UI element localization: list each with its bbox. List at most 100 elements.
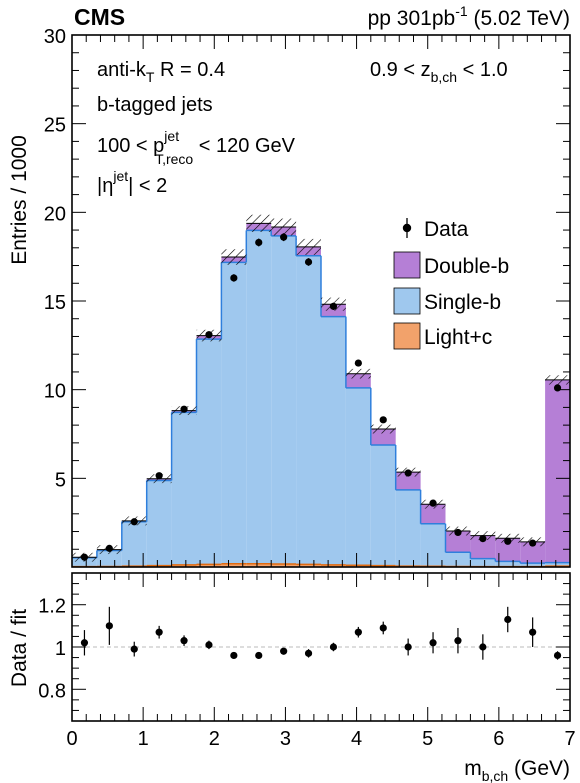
stack-layer [72, 222, 570, 568]
bar-double-b-19 [545, 379, 570, 563]
x-tick-label-2: 2 [209, 728, 220, 750]
bar-single-b-18 [520, 563, 546, 567]
bar-single-b-0 [72, 557, 97, 567]
uncertainty-hatch-12 [370, 424, 396, 434]
bar-light-c-11 [345, 565, 371, 567]
ratio-point-16 [479, 643, 487, 651]
data-point-16 [479, 535, 487, 543]
data-point-3 [155, 472, 163, 480]
legend-single-b-swatch [393, 287, 421, 315]
ratio-y-axis-label: Data / fit [8, 609, 31, 687]
ratio-point-2 [130, 645, 138, 653]
data-point-18 [529, 539, 537, 547]
data-point-14 [429, 499, 437, 507]
bar-single-b-2 [121, 521, 147, 567]
bar-double-b-17 [495, 538, 521, 562]
bar-light-c-4 [171, 564, 197, 567]
bar-single-b-3 [146, 480, 172, 566]
legend: Data Double-b Single-b Light+c [393, 218, 509, 350]
ratio-point-11 [354, 628, 362, 636]
main-ytick-label-15: 15 [44, 292, 66, 314]
legend-entry-single-b: Single-b [393, 287, 501, 315]
ratio-y-tick-labels: 0.8 1 1.2 [38, 596, 66, 703]
main-y-axis-label: Entries / 1000 [8, 135, 31, 265]
ratio-point-1 [105, 622, 113, 630]
data-point-6 [230, 274, 238, 282]
data-point-4 [180, 405, 188, 413]
ratio-point-12 [379, 624, 387, 632]
ratio-ytick-label-1.2: 1.2 [38, 596, 66, 618]
data-point-17 [504, 537, 512, 545]
x-tick-label-3: 3 [280, 728, 291, 750]
main-ytick-label-25: 25 [44, 115, 66, 137]
legend-single-b-label: Single-b [424, 291, 501, 314]
bar-single-b-6 [221, 262, 247, 564]
bar-light-c-6 [221, 563, 247, 567]
x-tick-label-0: 0 [66, 728, 77, 750]
tagging-annotation: b-tagged jets [97, 94, 213, 116]
ratio-ytick-label-0.8: 0.8 [38, 680, 66, 702]
luminosity-label: pp 301pb-1 (5.02 TeV) [368, 3, 570, 30]
z-range-annotation: 0.9 < zb,ch < 1.0 [370, 59, 508, 85]
bar-single-b-5 [196, 339, 222, 565]
data-point-19 [553, 384, 562, 392]
x-tick-label-6: 6 [493, 728, 504, 750]
bar-double-b-14 [420, 504, 446, 524]
ratio-point-4 [180, 637, 188, 645]
main-panel: 5 10 15 20 25 30 anti-kT R = 0.4 0.9 < zb,ch … [8, 26, 571, 568]
legend-light-c-label: Light+c [424, 326, 492, 349]
bar-single-b-17 [495, 561, 521, 567]
bar-single-b-13 [395, 489, 421, 567]
bar-double-b-16 [470, 535, 496, 559]
x-tick-label-5: 5 [422, 728, 433, 750]
legend-entry-light-c: Light+c [393, 322, 492, 350]
ratio-point-17 [504, 615, 512, 624]
data-point-7 [255, 238, 263, 247]
bar-single-b-1 [96, 550, 122, 567]
bar-single-b-9 [296, 255, 321, 565]
ratio-point-19 [553, 651, 562, 660]
uncertainty-hatch-11 [345, 368, 371, 379]
bar-single-b-4 [171, 412, 197, 565]
legend-data-label: Data [424, 218, 469, 241]
ratio-panel: 0.8 1 1.2 0 1 2 3 4 5 6 7 Data / fit mb,ch (GeV) [8, 572, 576, 783]
bar-light-c-8 [271, 563, 297, 567]
bar-double-b-15 [445, 531, 471, 553]
main-ytick-label-20: 20 [44, 203, 66, 225]
ratio-points-layer [80, 606, 562, 660]
ratio-point-8 [280, 647, 288, 655]
x-axis-label: mb,ch (GeV) [464, 757, 570, 783]
data-point-8 [280, 233, 288, 241]
ratio-point-0 [80, 639, 89, 647]
data-point-13 [404, 469, 412, 477]
uncertainty-hatch-19 [545, 375, 570, 385]
data-point-9 [304, 258, 313, 266]
x-tick-label-7: 7 [564, 728, 575, 750]
experiment-label: CMS [74, 4, 125, 30]
bar-single-b-7 [246, 230, 272, 564]
bar-single-b-14 [420, 523, 446, 567]
data-point-15 [454, 528, 462, 537]
pt-annotation: 100 < pjet T,reco < 120 GeV [97, 128, 296, 167]
x-tick-label-4: 4 [351, 728, 362, 750]
bar-single-b-15 [445, 552, 471, 567]
bar-single-b-8 [271, 235, 297, 564]
ratio-point-14 [429, 639, 437, 647]
bar-single-b-10 [321, 316, 346, 565]
legend-double-b-swatch [393, 251, 421, 279]
legend-entry-double-b: Double-b [393, 251, 509, 279]
bar-single-b-19 [545, 562, 570, 567]
data-point-5 [205, 331, 213, 339]
bar-double-b-18 [520, 541, 546, 564]
main-ytick-label-10: 10 [44, 381, 66, 403]
bar-light-c-9 [296, 564, 321, 567]
bar-single-b-11 [345, 387, 371, 566]
ratio-point-9 [304, 649, 313, 657]
legend-double-b-label: Double-b [424, 255, 509, 278]
bar-light-c-5 [196, 564, 222, 567]
ratio-point-13 [404, 643, 412, 651]
ratio-point-7 [255, 651, 263, 660]
bar-light-c-7 [246, 563, 272, 567]
main-y-tick-labels: 5 10 15 20 25 30 [44, 26, 66, 491]
